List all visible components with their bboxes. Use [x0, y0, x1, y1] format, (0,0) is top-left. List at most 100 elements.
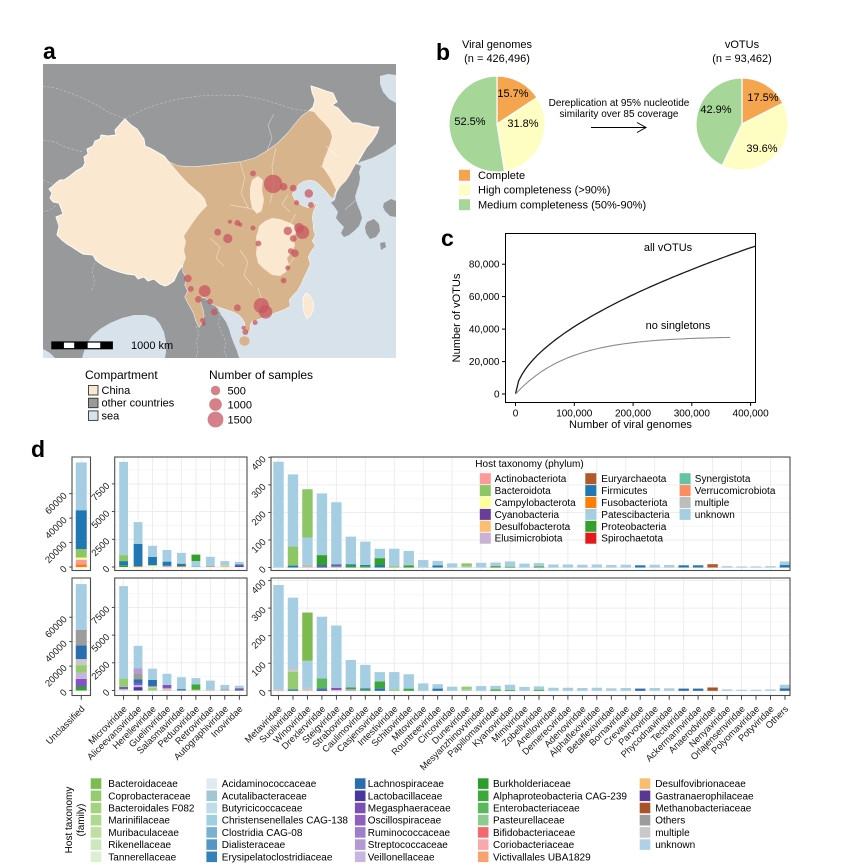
svg-text:Medium completeness (50%-90%): Medium completeness (50%-90%) — [478, 199, 646, 211]
svg-text:39.6%: 39.6% — [746, 143, 777, 155]
svg-text:0: 0 — [101, 564, 113, 576]
svg-text:1500: 1500 — [228, 415, 252, 427]
svg-text:vOTUs: vOTUs — [725, 39, 760, 51]
svg-text:Dereplication at 95% nucleotid: Dereplication at 95% nucleotide — [549, 98, 690, 109]
svg-text:no singletons: no singletons — [646, 320, 711, 332]
svg-text:(n = 93,462): (n = 93,462) — [712, 53, 772, 65]
svg-text:Number of samples: Number of samples — [209, 368, 313, 382]
svg-text:Bacteroidota: Bacteroidota — [495, 486, 552, 497]
svg-text:Firmicutes: Firmicutes — [601, 486, 647, 497]
svg-text:300,000: 300,000 — [674, 409, 711, 420]
svg-text:Burkholderiaceae: Burkholderiaceae — [493, 779, 571, 790]
svg-text:(n = 426,496): (n = 426,496) — [464, 53, 530, 65]
svg-text:Butyricicoccaceae: Butyricicoccaceae — [222, 804, 303, 815]
svg-text:0: 0 — [58, 564, 70, 576]
svg-text:1000 km: 1000 km — [131, 340, 173, 352]
svg-text:40,000: 40,000 — [469, 325, 500, 336]
svg-text:Lachnospiraceae: Lachnospiraceae — [368, 779, 445, 790]
svg-text:Methanobacteriaceae: Methanobacteriaceae — [655, 804, 752, 815]
svg-text:17.5%: 17.5% — [747, 92, 778, 104]
svg-text:60,000: 60,000 — [469, 292, 500, 303]
svg-text:Pasteurellaceae: Pasteurellaceae — [493, 816, 565, 827]
svg-text:Others: Others — [655, 816, 685, 827]
svg-text:42.9%: 42.9% — [700, 104, 731, 116]
svg-text:Fusobacteriota: Fusobacteriota — [601, 498, 668, 509]
svg-text:80,000: 80,000 — [469, 260, 500, 271]
svg-text:other countries: other countries — [102, 398, 175, 410]
svg-text:Euryarchaeota: Euryarchaeota — [601, 474, 666, 485]
svg-text:Erysipelatoclostridiaceae: Erysipelatoclostridiaceae — [222, 852, 333, 863]
svg-text:Gastranaerophilaceae: Gastranaerophilaceae — [655, 791, 754, 802]
svg-text:Compartment: Compartment — [85, 368, 158, 382]
svg-text:20,000: 20,000 — [469, 357, 500, 368]
svg-text:China: China — [102, 385, 132, 397]
svg-text:Spirochaetota: Spirochaetota — [601, 534, 663, 545]
svg-text:Acutalibacteraceae: Acutalibacteraceae — [222, 791, 307, 802]
svg-text:Ruminococcaceae: Ruminococcaceae — [368, 828, 451, 839]
svg-text:b: b — [436, 39, 450, 65]
svg-text:Clostridia CAG-08: Clostridia CAG-08 — [222, 828, 303, 839]
svg-text:0: 0 — [101, 687, 113, 699]
svg-text:multiple: multiple — [695, 498, 730, 509]
svg-text:Patescibacteria: Patescibacteria — [601, 510, 670, 521]
svg-text:Desulfovibrionaceae: Desulfovibrionaceae — [655, 779, 746, 790]
svg-text:Rikenellaceae: Rikenellaceae — [108, 840, 171, 851]
svg-text:1000: 1000 — [228, 400, 252, 412]
svg-text:100,000: 100,000 — [556, 409, 593, 420]
svg-text:c: c — [441, 225, 454, 251]
svg-text:Viral genomes: Viral genomes — [462, 39, 533, 51]
svg-text:Veillonellaceae: Veillonellaceae — [368, 852, 435, 863]
svg-text:Cyanobacteria: Cyanobacteria — [495, 510, 560, 521]
svg-text:Synergistota: Synergistota — [695, 474, 751, 485]
svg-text:0: 0 — [257, 688, 269, 700]
svg-text:Bifidobacteriaceae: Bifidobacteriaceae — [493, 828, 576, 839]
svg-text:0: 0 — [494, 390, 500, 401]
svg-text:unknown: unknown — [655, 840, 695, 851]
svg-text:0: 0 — [257, 564, 269, 576]
svg-text:200,000: 200,000 — [615, 409, 652, 420]
svg-text:sea: sea — [102, 410, 121, 422]
svg-text:similarity over 85 coverage: similarity over 85 coverage — [560, 109, 679, 120]
svg-text:a: a — [43, 38, 56, 64]
svg-text:Enterobacteriaceae: Enterobacteriaceae — [493, 804, 580, 815]
svg-text:400,000: 400,000 — [733, 409, 770, 420]
svg-text:multiple: multiple — [655, 828, 690, 839]
svg-text:Megasphaeraceae: Megasphaeraceae — [368, 804, 451, 815]
svg-text:Host taxonomy (phylum): Host taxonomy (phylum) — [475, 459, 583, 470]
svg-text:Number of viral genomes: Number of viral genomes — [569, 419, 692, 431]
svg-text:Christensenellales CAG-138: Christensenellales CAG-138 — [222, 816, 349, 827]
svg-text:Marinifilaceae: Marinifilaceae — [108, 816, 170, 827]
svg-text:Host taxonomy: Host taxonomy — [64, 787, 75, 854]
svg-text:Lactobacillaceae: Lactobacillaceae — [368, 791, 443, 802]
svg-text:15.7%: 15.7% — [497, 88, 528, 100]
svg-text:52.5%: 52.5% — [454, 116, 485, 128]
svg-text:(family): (family) — [76, 804, 87, 837]
svg-text:Victivallales UBA1829: Victivallales UBA1829 — [493, 852, 591, 863]
svg-text:Desulfobacterota: Desulfobacterota — [495, 522, 571, 533]
svg-text:0: 0 — [513, 409, 519, 420]
svg-text:0: 0 — [58, 687, 70, 699]
svg-text:Bacteroidales F082: Bacteroidales F082 — [108, 804, 195, 815]
svg-text:Dialisteraceae: Dialisteraceae — [222, 840, 286, 851]
svg-text:Number of vOTUs: Number of vOTUs — [451, 273, 463, 362]
svg-text:Coriobacteriaceae: Coriobacteriaceae — [493, 840, 575, 851]
svg-text:all vOTUs: all vOTUs — [644, 242, 693, 254]
svg-text:unknown: unknown — [695, 510, 735, 521]
svg-text:d: d — [31, 436, 45, 462]
svg-text:Muribaculaceae: Muribaculaceae — [108, 828, 179, 839]
svg-text:Campylobacterota: Campylobacterota — [495, 498, 577, 509]
svg-text:Complete: Complete — [478, 170, 525, 182]
svg-text:500: 500 — [228, 386, 246, 398]
svg-text:High completeness (>90%): High completeness (>90%) — [478, 185, 610, 197]
svg-text:Verrucomicrobiota: Verrucomicrobiota — [695, 486, 776, 497]
svg-text:Acidaminococcaceae: Acidaminococcaceae — [222, 779, 317, 790]
svg-text:Alphaproteobacteria CAG-239: Alphaproteobacteria CAG-239 — [493, 791, 627, 802]
svg-text:Oscillospiraceae: Oscillospiraceae — [368, 816, 442, 827]
svg-text:Tannerellaceae: Tannerellaceae — [108, 852, 176, 863]
svg-text:31.8%: 31.8% — [507, 118, 538, 130]
svg-text:Elusimicrobiota: Elusimicrobiota — [495, 534, 563, 545]
svg-text:Coprobacteraceae: Coprobacteraceae — [108, 791, 191, 802]
svg-text:Bacteroidaceae: Bacteroidaceae — [108, 779, 178, 790]
svg-text:Proteobacteria: Proteobacteria — [601, 522, 666, 533]
svg-text:Streptococcaceae: Streptococcaceae — [368, 840, 448, 851]
